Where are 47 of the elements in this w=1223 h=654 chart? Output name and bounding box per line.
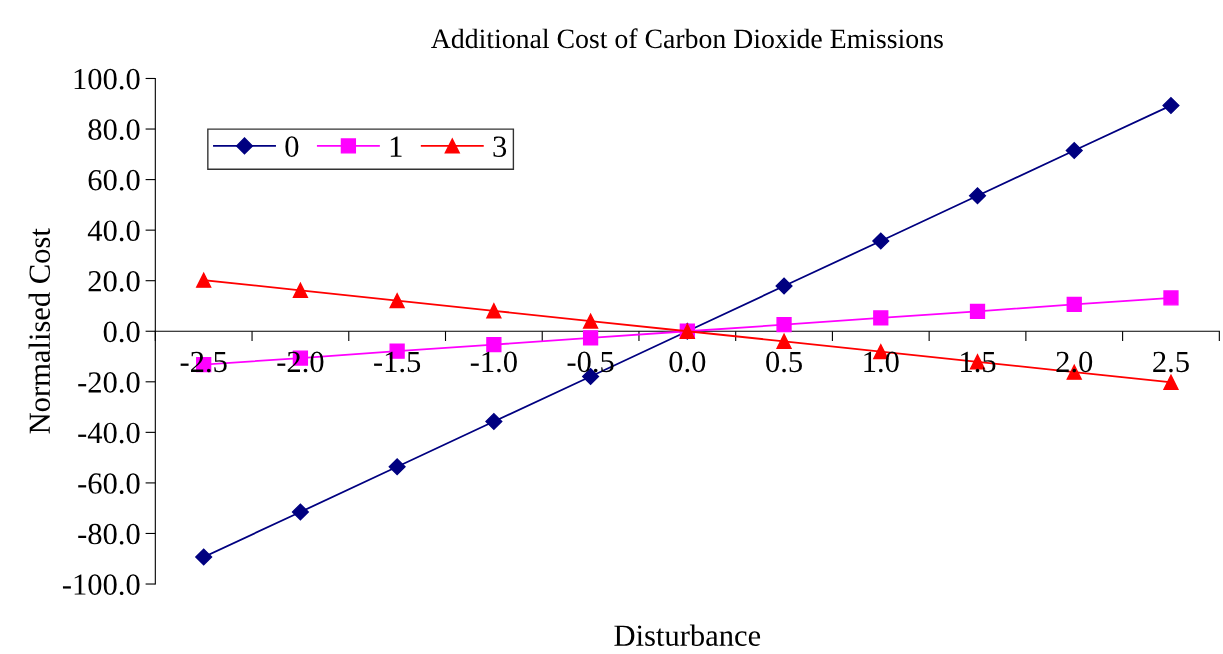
y-tick-label: 20.0	[88, 270, 140, 292]
y-tick-label: 0.0	[103, 321, 140, 343]
y-tick-label: -60.0	[78, 473, 140, 494]
chart-title: Additional Cost of Carbon Dioxide Emissions	[431, 28, 943, 49]
legend-label: 0	[285, 136, 299, 157]
point	[776, 317, 792, 333]
point	[969, 303, 986, 319]
point	[486, 303, 502, 319]
point	[485, 412, 503, 431]
y-tick-label: 100.0	[74, 68, 140, 90]
x-tick-label: -0.5	[567, 351, 614, 373]
point	[389, 293, 405, 309]
point	[1163, 290, 1179, 306]
x-tick-label: 0.5	[766, 351, 802, 373]
y-tick-label: -80.0	[78, 523, 140, 545]
y-tick-label: -20.0	[78, 372, 140, 393]
x-tick-label: 1.0	[864, 351, 899, 373]
point	[1162, 96, 1180, 115]
y-tick-label: 80.0	[88, 119, 140, 141]
point	[872, 232, 890, 250]
point	[292, 282, 309, 298]
point	[775, 277, 793, 295]
point	[968, 187, 987, 205]
point	[776, 333, 792, 350]
y-axis-title: Normalised Cost	[28, 228, 51, 434]
x-tick-label: 2.5	[1153, 351, 1189, 373]
point	[1065, 141, 1083, 160]
x-tick-label: -1.0	[470, 351, 517, 373]
y-tick-label: -100.0	[62, 574, 140, 596]
y-tick-label: -40.0	[78, 422, 140, 444]
point	[873, 310, 889, 326]
legend-label: 3	[493, 136, 507, 157]
x-axis-title: Disturbance	[614, 624, 761, 646]
point	[1163, 374, 1179, 390]
point	[195, 548, 213, 566]
x-tick-label: -1.5	[374, 351, 421, 373]
x-tick-label: 0.0	[669, 351, 706, 373]
y-tick-label: 40.0	[87, 220, 140, 242]
point	[582, 313, 599, 329]
legend-label: 1	[390, 136, 402, 157]
point	[388, 458, 406, 476]
point	[582, 330, 599, 346]
x-tick-label: 2.0	[1056, 351, 1093, 373]
point	[1066, 296, 1082, 313]
point	[291, 503, 309, 521]
y-tick-label: 60.0	[88, 169, 140, 191]
point	[196, 272, 212, 288]
